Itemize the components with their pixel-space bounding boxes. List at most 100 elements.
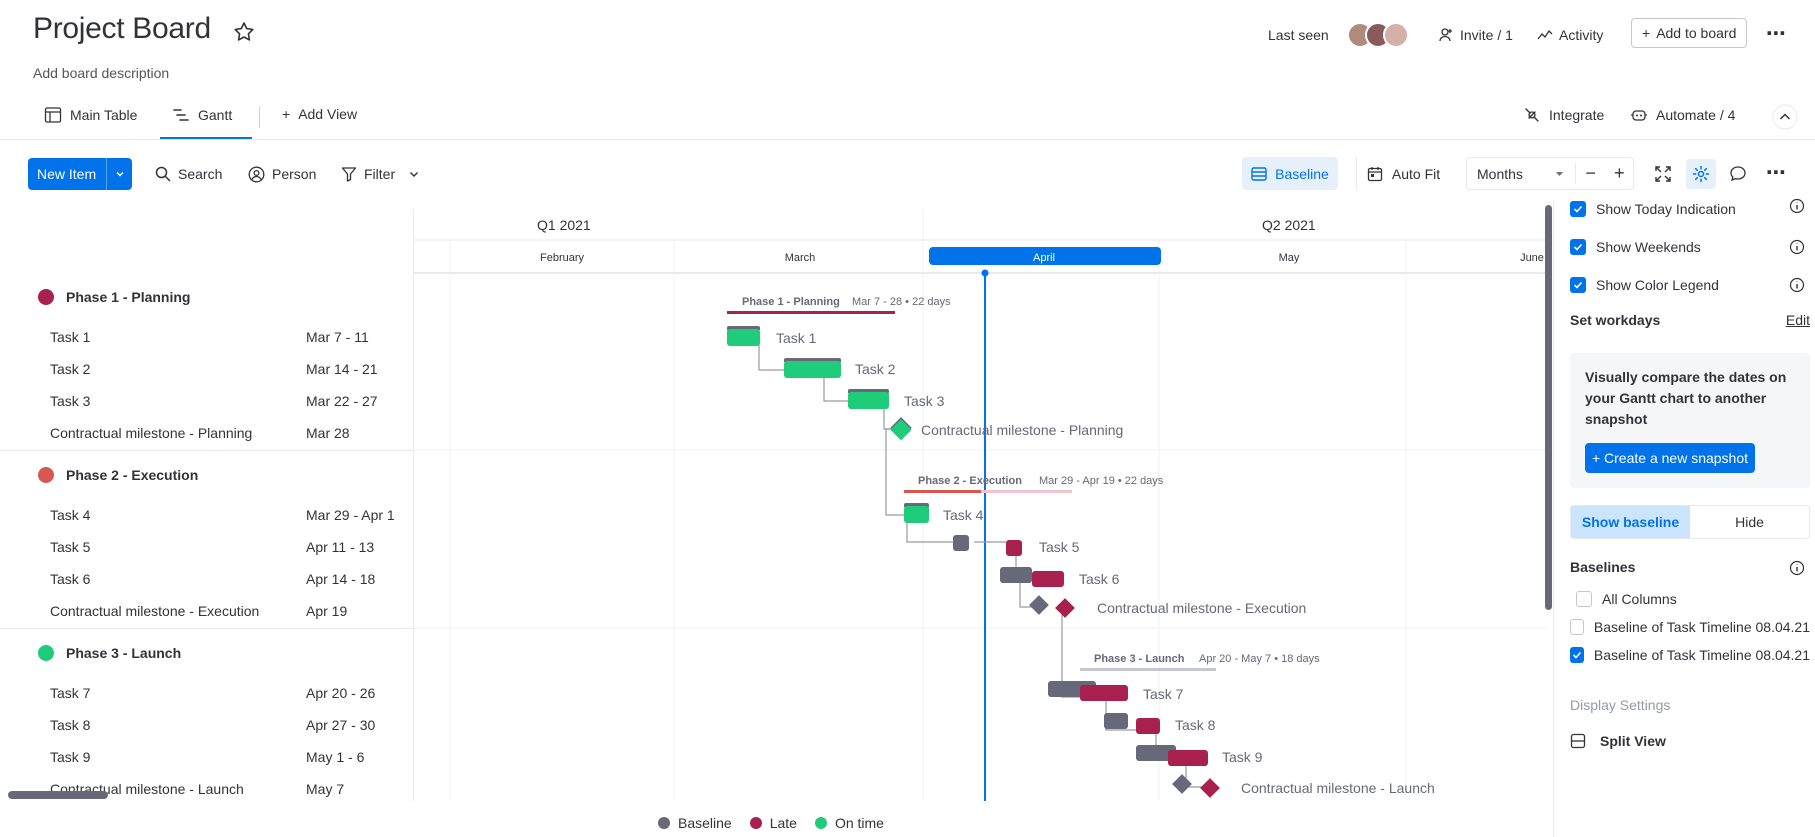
milestone-planning[interactable] xyxy=(890,419,912,441)
set-workdays-label: Set workdays xyxy=(1570,312,1661,328)
list-item[interactable]: Task 7 Apr 20 - 26 xyxy=(50,677,410,709)
list-item[interactable]: Task 3 Mar 22 - 27 xyxy=(50,385,410,417)
quarter-label: Q1 2021 xyxy=(537,217,591,233)
task-3-bar[interactable] xyxy=(848,392,889,409)
task-8-bar[interactable] xyxy=(1136,718,1160,734)
info-icon[interactable] xyxy=(1789,277,1805,293)
split-view-option[interactable]: Split View xyxy=(1570,733,1666,749)
last-seen[interactable]: Last seen xyxy=(1268,20,1409,50)
search-button[interactable]: Search xyxy=(155,162,222,186)
info-icon[interactable] xyxy=(1789,239,1805,255)
more-options-icon[interactable]: ⋯ xyxy=(1766,162,1787,184)
group-color-dot[interactable] xyxy=(38,289,54,305)
chevron-down-icon[interactable] xyxy=(106,158,132,190)
task-9-bar[interactable] xyxy=(1168,750,1208,766)
new-item-button[interactable]: New Item xyxy=(28,158,132,190)
add-to-board-button[interactable]: + Add to board xyxy=(1631,18,1748,48)
integrate-button[interactable]: Integrate xyxy=(1523,106,1604,124)
milestone-launch[interactable] xyxy=(1200,778,1220,798)
group-color-dot[interactable] xyxy=(38,645,54,661)
list-item[interactable]: Contractual milestone - Execution Apr 19 xyxy=(50,595,410,627)
more-options-icon[interactable]: ⋯ xyxy=(1766,22,1787,45)
list-item[interactable]: Task 1 Mar 7 - 11 xyxy=(50,321,410,353)
zoom-select[interactable]: Months xyxy=(1477,165,1523,182)
baseline-option[interactable]: Baseline of Task Timeline 08.04.21 xyxy=(1570,616,1810,638)
show-color-legend-toggle[interactable]: Show Color Legend xyxy=(1570,274,1810,296)
set-workdays-row: Set workdays Edit xyxy=(1570,312,1810,328)
list-item[interactable]: Task 5 Apr 11 - 13 xyxy=(50,531,410,563)
list-item[interactable]: Task 6 Apr 14 - 18 xyxy=(50,563,410,595)
hide-baseline-option[interactable]: Hide xyxy=(1735,514,1764,530)
zoom-out-button[interactable]: − xyxy=(1574,163,1606,184)
list-item[interactable]: Contractual milestone - Planning Mar 28 xyxy=(50,417,410,449)
filter-icon xyxy=(341,167,357,182)
zoom-in-button[interactable]: + xyxy=(1614,163,1625,183)
phase-3-summary-bar xyxy=(1080,668,1216,671)
zoom-control: Months − + xyxy=(1466,157,1634,190)
item-name: Task 7 xyxy=(50,685,91,701)
horizontal-scrollbar[interactable] xyxy=(8,791,108,799)
task-4-bar[interactable] xyxy=(904,506,929,523)
checkbox-unchecked[interactable] xyxy=(1576,591,1592,607)
create-snapshot-button[interactable]: + Create a new snapshot xyxy=(1585,443,1755,473)
task-7-bar[interactable] xyxy=(1080,685,1128,701)
chevron-down-icon[interactable] xyxy=(408,168,420,180)
task-2-bar[interactable] xyxy=(784,361,841,378)
edit-workdays-link[interactable]: Edit xyxy=(1785,312,1810,328)
task-6-bar[interactable] xyxy=(1032,571,1064,587)
checkbox-checked[interactable] xyxy=(1570,239,1586,255)
checkbox-checked[interactable] xyxy=(1570,277,1586,293)
board-description[interactable]: Add board description xyxy=(33,65,170,81)
list-item[interactable]: Task 4 Mar 29 - Apr 1 xyxy=(50,499,410,531)
group-header-phase-2[interactable]: Phase 2 - Execution xyxy=(38,467,198,483)
list-item[interactable]: Task 9 May 1 - 6 xyxy=(50,741,410,773)
baseline-button[interactable]: Baseline xyxy=(1242,157,1338,190)
list-item[interactable]: Contractual milestone - Launch May 7 xyxy=(50,773,410,805)
checkbox-checked[interactable] xyxy=(1570,201,1586,217)
show-today-toggle[interactable]: Show Today Indication xyxy=(1570,198,1810,220)
person-filter-button[interactable]: Person xyxy=(248,162,316,186)
milestone-execution[interactable] xyxy=(1055,598,1075,618)
legend-dot xyxy=(658,817,670,829)
filter-button[interactable]: Filter xyxy=(341,162,420,186)
task-1-bar[interactable] xyxy=(727,329,760,346)
milestone-execution-baseline xyxy=(1029,595,1049,615)
invite-button[interactable]: Invite / 1 xyxy=(1438,20,1513,50)
show-baseline-option[interactable]: Show baseline xyxy=(1571,506,1690,538)
checkbox-unchecked[interactable] xyxy=(1570,619,1584,635)
split-view-label: Split View xyxy=(1600,733,1666,749)
add-view-button[interactable]: + Add View xyxy=(282,106,357,122)
gantt-settings-panel: Show Today Indication Show Weekends Show… xyxy=(1553,198,1815,837)
star-icon[interactable] xyxy=(232,20,256,44)
baseline-option[interactable]: Baseline of Task Timeline 08.04.21 xyxy=(1570,644,1810,666)
legend-dot xyxy=(814,817,827,829)
checkbox-checked[interactable] xyxy=(1570,647,1584,663)
tab-gantt[interactable]: Gantt xyxy=(172,106,232,124)
comment-icon[interactable] xyxy=(1729,165,1747,183)
vertical-scrollbar[interactable] xyxy=(1545,205,1552,610)
group-header-phase-3[interactable]: Phase 3 - Launch xyxy=(38,645,181,661)
item-dates: Apr 19 xyxy=(306,603,348,619)
integrate-label: Integrate xyxy=(1549,107,1605,123)
group-header-phase-1[interactable]: Phase 1 - Planning xyxy=(38,289,190,305)
activity-button[interactable]: Activity xyxy=(1537,20,1603,50)
collapse-header-button[interactable] xyxy=(1772,104,1798,130)
fullscreen-icon[interactable] xyxy=(1654,165,1672,183)
info-icon[interactable] xyxy=(1789,198,1805,214)
display-settings-heading: Display Settings xyxy=(1570,697,1671,713)
list-item[interactable]: Task 8 Apr 27 - 30 xyxy=(50,709,410,741)
show-weekends-toggle[interactable]: Show Weekends xyxy=(1570,236,1810,258)
board-title[interactable]: Project Board xyxy=(33,12,211,45)
checkbox-label: Show Color Legend xyxy=(1596,277,1719,293)
list-item[interactable]: Task 2 Mar 14 - 21 xyxy=(50,353,410,385)
info-icon[interactable] xyxy=(1789,560,1805,576)
settings-button[interactable] xyxy=(1686,159,1716,189)
auto-fit-button[interactable]: Auto Fit xyxy=(1356,157,1450,190)
gantt-chart: Q1 2021 Q2 2021 February March April May… xyxy=(414,209,1547,801)
automate-button[interactable]: Automate / 4 xyxy=(1630,106,1735,124)
group-color-dot[interactable] xyxy=(38,467,54,483)
task-5-bar[interactable] xyxy=(1006,540,1022,556)
all-columns-option[interactable]: All Columns xyxy=(1576,588,1815,610)
tab-main-table[interactable]: Main Table xyxy=(44,106,137,124)
chevron-down-icon[interactable] xyxy=(1555,169,1564,179)
